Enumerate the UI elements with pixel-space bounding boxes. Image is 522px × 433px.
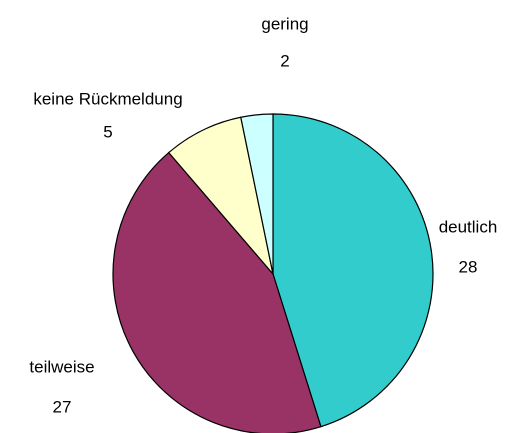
- slice-value: 28: [459, 257, 478, 276]
- slice-label: gering: [261, 14, 308, 33]
- slice-label: deutlich: [439, 217, 498, 236]
- pie-slice: [112, 151, 322, 433]
- slice-label: teilweise: [29, 357, 94, 376]
- pie-slice: [272, 113, 434, 428]
- slice-label: keine Rückmeldung: [33, 89, 182, 108]
- slice-value: 2: [280, 51, 289, 70]
- slice-value: 27: [53, 397, 72, 416]
- pie-slice: [240, 113, 274, 275]
- slice-value: 5: [103, 122, 112, 141]
